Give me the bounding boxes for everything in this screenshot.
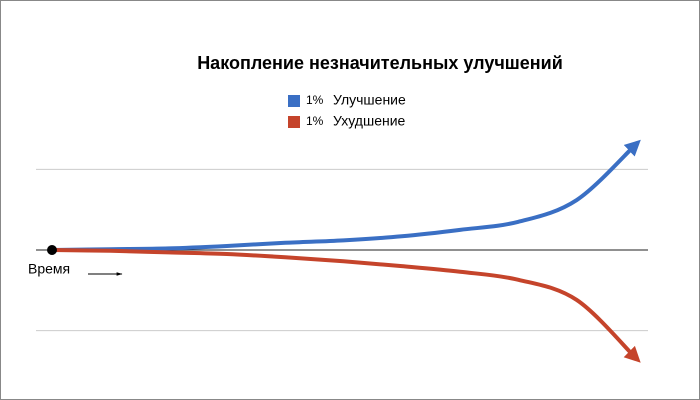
series-line	[51, 139, 641, 252]
legend-prefix: 1%	[306, 114, 324, 128]
origin-dot	[47, 245, 57, 255]
legend-label: Улучшение	[333, 92, 406, 108]
legend-swatch	[288, 116, 300, 128]
legend-swatch	[288, 95, 300, 107]
legend-prefix: 1%	[306, 93, 324, 107]
legend-label: Ухудшение	[333, 113, 406, 129]
annotation: Время	[28, 261, 70, 277]
chart-title: Накопление незначительных улучшений	[197, 53, 563, 73]
series-line	[51, 248, 641, 363]
